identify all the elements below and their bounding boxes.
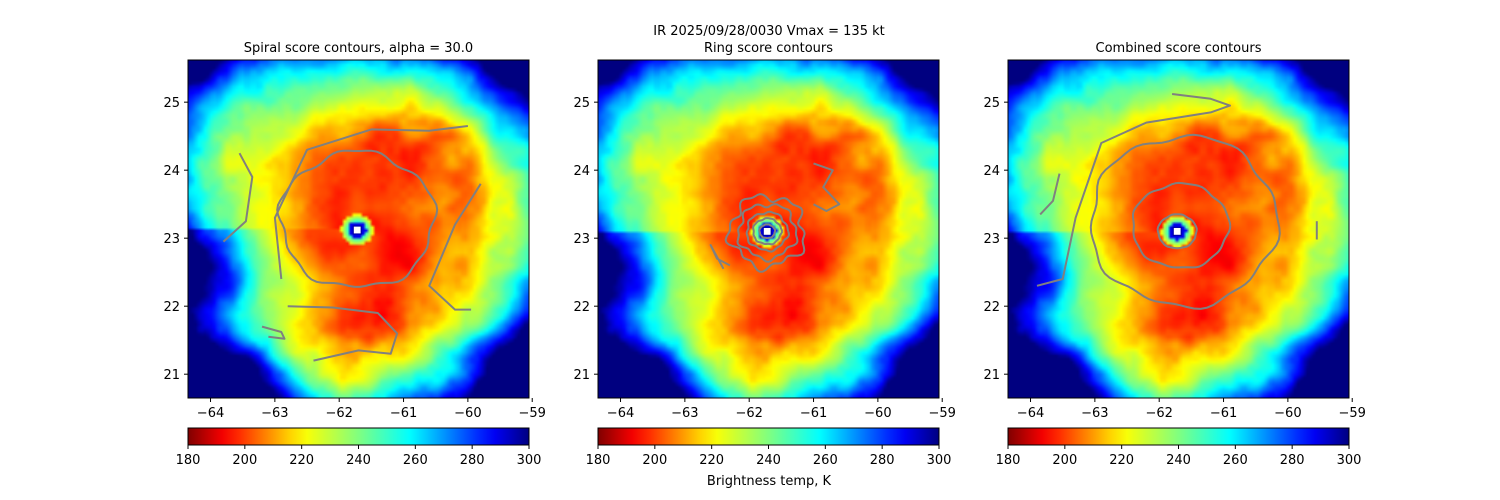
x-tick-label: −61 bbox=[800, 406, 827, 421]
contour-line bbox=[709, 244, 731, 270]
x-tick-label: −60 bbox=[454, 406, 481, 421]
score-contours bbox=[222, 125, 482, 362]
x-tick-label: −59 bbox=[1338, 406, 1365, 421]
colorbar-tick-label: 300 bbox=[1337, 453, 1362, 468]
storm-center-marker bbox=[762, 226, 772, 236]
contour-line bbox=[1036, 93, 1231, 287]
y-tick-label: 22 bbox=[163, 300, 180, 315]
y-tick-label: 23 bbox=[163, 232, 180, 247]
colorbar-tick-label: 200 bbox=[1052, 453, 1077, 468]
contour-line bbox=[222, 152, 254, 243]
y-tick-label: 21 bbox=[573, 368, 590, 383]
colorbar-tick-label: 260 bbox=[813, 453, 838, 468]
x-tick-label: −61 bbox=[390, 406, 417, 421]
colorbar-tick-label: 260 bbox=[1223, 453, 1248, 468]
colorbar-tick-label: 300 bbox=[927, 453, 952, 468]
axes-frame bbox=[1007, 59, 1350, 399]
colorbar: 180 200 220 240 260 280 300 bbox=[586, 427, 952, 468]
y-tick-label: 22 bbox=[573, 300, 590, 315]
colorbar-tick-label: 200 bbox=[642, 453, 667, 468]
contour-line bbox=[736, 203, 799, 263]
storm-center-marker bbox=[352, 225, 362, 235]
y-tick-label: 24 bbox=[573, 164, 590, 179]
x-tick-label: −60 bbox=[1274, 406, 1301, 421]
x-tick-label: −62 bbox=[325, 406, 352, 421]
y-tick-label: 22 bbox=[983, 300, 1000, 315]
panel-title: Combined score contours bbox=[1096, 41, 1262, 56]
colorbar-tick-label: 220 bbox=[289, 453, 314, 468]
x-tick-label: −62 bbox=[1145, 406, 1172, 421]
colorbar-tick-label: 280 bbox=[870, 453, 895, 468]
colorbar-gradient bbox=[1007, 427, 1350, 446]
contour-line bbox=[813, 162, 841, 212]
y-tick-label: 24 bbox=[163, 164, 180, 179]
figure-title: IR 2025/09/28/0030 Vmax = 135 kt bbox=[653, 24, 884, 39]
colorbar-tick-label: 260 bbox=[403, 453, 428, 468]
panel-title: Spiral score contours, alpha = 30.0 bbox=[244, 41, 473, 56]
x-tick-label: −63 bbox=[1081, 406, 1108, 421]
x-tick-label: −59 bbox=[928, 406, 955, 421]
y-tick-label: 25 bbox=[163, 96, 180, 111]
contour-line bbox=[261, 325, 286, 340]
x-tick-label: −60 bbox=[864, 406, 891, 421]
colorbar-tick-label: 240 bbox=[346, 453, 371, 468]
x-tick-label: −61 bbox=[1210, 406, 1237, 421]
contour-line bbox=[1132, 181, 1232, 269]
contour-line bbox=[1039, 173, 1061, 216]
y-tick-label: 21 bbox=[163, 368, 180, 383]
axes-frame bbox=[187, 59, 530, 399]
storm-center-marker bbox=[1172, 226, 1182, 236]
colorbar: 180 200 220 240 260 280 300 bbox=[176, 427, 542, 468]
y-tick-label: 25 bbox=[983, 96, 1000, 111]
contour-line bbox=[1089, 133, 1281, 310]
colorbar-tick-label: 240 bbox=[756, 453, 781, 468]
y-tick-label: 21 bbox=[983, 368, 1000, 383]
x-tick-label: −64 bbox=[1017, 406, 1044, 421]
contour-line bbox=[745, 210, 790, 253]
colorbar: 180 200 220 240 260 280 300 bbox=[996, 427, 1362, 468]
y-tick-label: 23 bbox=[983, 232, 1000, 247]
colorbar-tick-label: 200 bbox=[232, 453, 257, 468]
x-tick-label: −59 bbox=[518, 406, 545, 421]
colorbar-tick-label: 180 bbox=[586, 453, 611, 468]
score-contours bbox=[709, 162, 841, 273]
y-tick-label: 25 bbox=[573, 96, 590, 111]
x-tick-label: −62 bbox=[735, 406, 762, 421]
x-tick-label: −64 bbox=[607, 406, 634, 421]
colorbar-tick-label: 300 bbox=[517, 453, 542, 468]
panel-title: Ring score contours bbox=[704, 41, 833, 56]
contour-line bbox=[428, 183, 482, 311]
colorbar-tick-label: 180 bbox=[996, 453, 1021, 468]
axes-frame bbox=[597, 59, 940, 399]
contour-line bbox=[287, 305, 399, 362]
contour-line bbox=[276, 149, 439, 288]
panel-1: Spiral score contours, alpha = 30.0 −64 −6… bbox=[163, 41, 545, 468]
score-contours bbox=[1036, 93, 1318, 310]
contour-line bbox=[1156, 213, 1198, 250]
contour-line bbox=[758, 223, 777, 240]
contour-line bbox=[752, 217, 784, 246]
panel-2: Ring score contours −64 −63 −62 −61 −60 −59 21 2… bbox=[573, 41, 955, 468]
colorbar-gradient bbox=[187, 427, 530, 446]
panel-3: Combined score contours −64 −63 −62 −61 −60 −5… bbox=[983, 41, 1365, 468]
contour-line bbox=[724, 193, 806, 273]
contour-line bbox=[273, 125, 469, 280]
colorbar-tick-label: 240 bbox=[1166, 453, 1191, 468]
colorbar-tick-label: 180 bbox=[176, 453, 201, 468]
colorbar-tick-label: 220 bbox=[1109, 453, 1134, 468]
y-tick-label: 23 bbox=[573, 232, 590, 247]
colorbar-label: Brightness temp, K bbox=[707, 474, 832, 489]
colorbar-tick-label: 280 bbox=[460, 453, 485, 468]
x-tick-label: −64 bbox=[197, 406, 224, 421]
x-tick-label: −63 bbox=[671, 406, 698, 421]
colorbar-tick-label: 280 bbox=[1280, 453, 1305, 468]
colorbar-tick-label: 220 bbox=[699, 453, 724, 468]
y-tick-label: 24 bbox=[983, 164, 1000, 179]
colorbar-gradient bbox=[597, 427, 940, 446]
x-tick-label: −63 bbox=[261, 406, 288, 421]
